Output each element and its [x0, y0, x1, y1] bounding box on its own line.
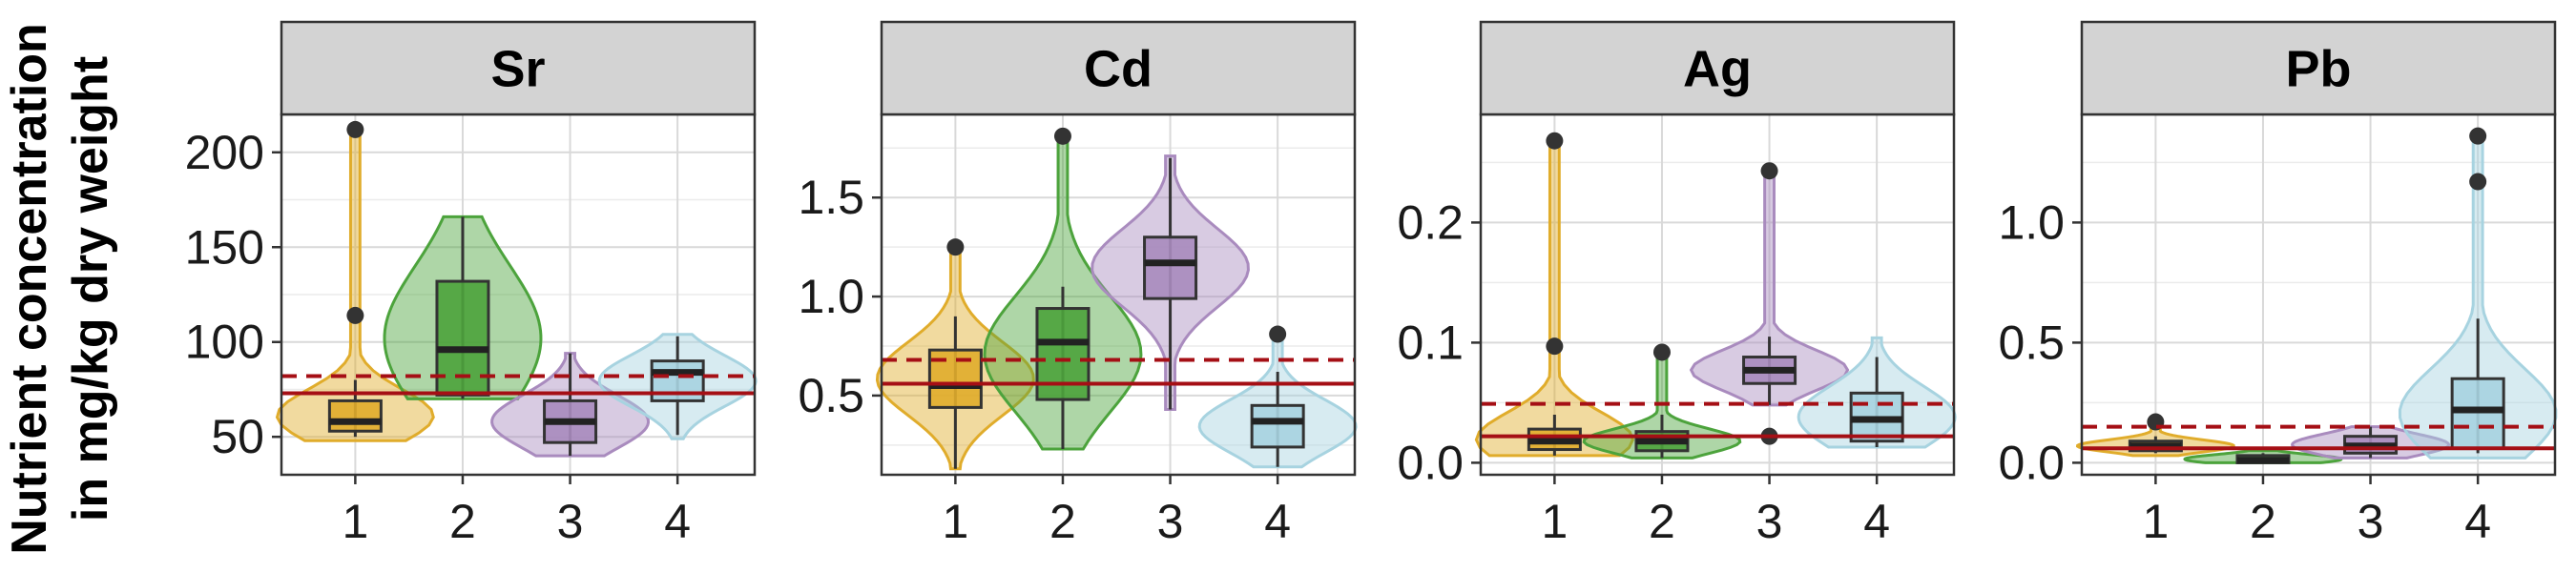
group-3 [1689, 162, 1850, 445]
x-tick-label: 1 [2142, 495, 2169, 548]
y-axis-label-line-2: in mg/kg dry weight [63, 56, 118, 521]
x-tick-label: 3 [1157, 495, 1184, 548]
violin [275, 128, 435, 442]
x-tick-label: 4 [664, 495, 691, 548]
box [327, 398, 383, 433]
violin [2398, 134, 2558, 460]
box [2450, 377, 2505, 450]
group-4 [2398, 127, 2558, 460]
y-tick-label: 0.0 [1397, 436, 1464, 489]
y-tick-label: 1.5 [798, 171, 864, 224]
facet-title: Cd [1084, 41, 1153, 98]
group-1 [275, 120, 435, 442]
box [1250, 403, 1305, 449]
x-tick-label: 4 [2464, 495, 2491, 548]
y-tick-label: 0.5 [1998, 316, 2065, 369]
x-tick-label: 4 [1863, 495, 1890, 548]
x-tick-label: 2 [1649, 495, 1675, 548]
group-3 [1091, 154, 1250, 411]
y-axis-label: Nutrient concentration in mg/kg dry weig… [2, 23, 118, 555]
outlier-point [1652, 343, 1671, 361]
outlier-point [946, 238, 965, 256]
x-tick-label: 2 [2250, 495, 2276, 548]
y-tick-label: 150 [185, 220, 264, 274]
outlier-point [1546, 337, 1564, 356]
y-tick-label: 50 [211, 410, 264, 463]
x-tick-label: 3 [557, 495, 584, 548]
group-4 [597, 333, 758, 440]
y-tick-label: 0.0 [1998, 436, 2065, 489]
facet-strip [2080, 20, 2557, 116]
group-4 [1197, 325, 1358, 469]
facet-title: Pb [2285, 41, 2351, 98]
x-tick-label: 2 [449, 495, 476, 548]
outlier-point [1546, 132, 1564, 150]
group-2 [2183, 449, 2343, 464]
x-tick-label: 3 [2358, 495, 2384, 548]
outlier-point [1760, 162, 1778, 180]
group-4 [1797, 336, 1957, 449]
y-tick-label: 100 [185, 316, 264, 369]
outlier-point [2469, 173, 2487, 191]
panel-sr: Sr 50 100 150 200 1 2 3 4 [185, 20, 758, 548]
x-tick-label: 4 [1264, 495, 1291, 548]
x-tick-label: 1 [342, 495, 368, 548]
y-tick-label: 0.2 [1397, 195, 1464, 249]
outlier-point [346, 306, 364, 324]
outlier-point [346, 120, 364, 138]
y-tick-label: 1.0 [798, 270, 864, 323]
outlier-point [1269, 325, 1287, 343]
y-axis-label-line-1: Nutrient concentration [2, 23, 57, 555]
x-tick-label: 3 [1756, 495, 1783, 548]
panel-cd: Cd 0.5 1.0 1.5 1 2 3 4 [798, 20, 1358, 548]
box [1143, 235, 1198, 300]
outlier-point [1053, 127, 1071, 145]
group-3 [490, 352, 651, 458]
facet-strip [280, 20, 757, 116]
box [1035, 307, 1091, 401]
panel-pb: Pb 0.0 0.5 1.0 1 2 3 4 [1998, 20, 2558, 548]
y-tick-label: 0.1 [1397, 316, 1464, 369]
facet-strip [880, 20, 1357, 116]
x-tick-label: 1 [942, 495, 968, 548]
outlier-point [2469, 127, 2487, 145]
x-tick-label: 2 [1049, 495, 1076, 548]
facet-title: Sr [490, 41, 545, 98]
panel-ag: Ag 0.0 0.1 0.2 1 2 3 4 [1397, 20, 1957, 548]
y-tick-label: 200 [185, 126, 264, 179]
facet-title: Ag [1683, 41, 1752, 98]
facet-strip [1479, 20, 1956, 116]
y-tick-label: 0.5 [798, 369, 864, 422]
x-tick-label: 1 [1541, 495, 1568, 548]
y-tick-label: 1.0 [1998, 195, 2065, 249]
group-1 [1474, 132, 1634, 458]
